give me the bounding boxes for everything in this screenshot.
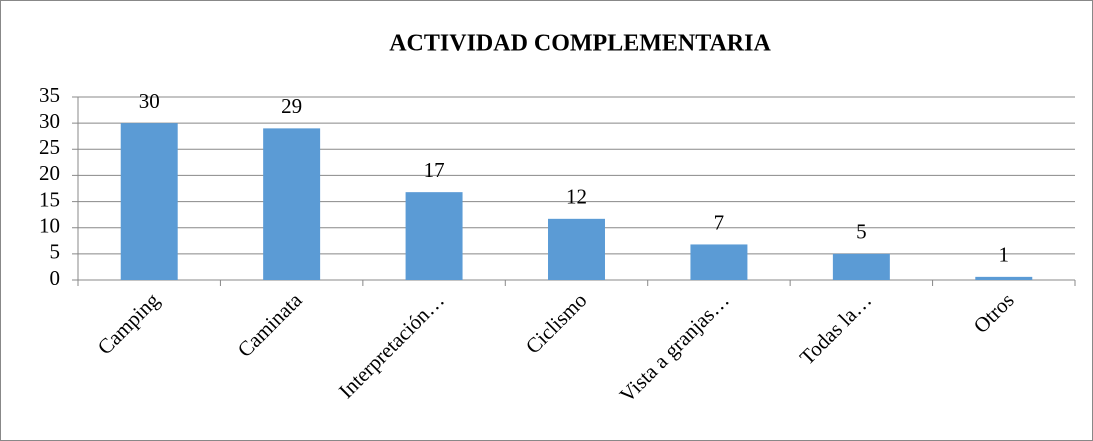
- bar: [120, 123, 178, 281]
- chart-title: ACTIVIDAD COMPLEMENTARIA: [389, 31, 771, 57]
- y-tick-label: 30: [39, 109, 60, 133]
- data-label: 30: [139, 89, 160, 113]
- y-tick-label: 5: [50, 240, 61, 264]
- y-tick-label: 0: [50, 266, 61, 290]
- y-tick-label: 10: [39, 214, 60, 238]
- y-tick-label: 25: [39, 135, 60, 159]
- y-tick-label: 20: [39, 161, 60, 185]
- data-label: 17: [424, 158, 445, 182]
- y-tick-label: 15: [39, 187, 60, 211]
- data-label: 12: [566, 185, 587, 209]
- data-label: 29: [281, 94, 302, 118]
- bar: [690, 244, 748, 280]
- data-label: 7: [714, 210, 725, 234]
- bar: [975, 276, 1033, 280]
- bar: [405, 192, 463, 280]
- bar: [263, 128, 321, 280]
- bar: [548, 218, 605, 280]
- y-tick-label: 35: [39, 83, 60, 107]
- data-label: 5: [856, 220, 867, 244]
- data-label: 1: [999, 243, 1010, 267]
- bar: [832, 253, 890, 280]
